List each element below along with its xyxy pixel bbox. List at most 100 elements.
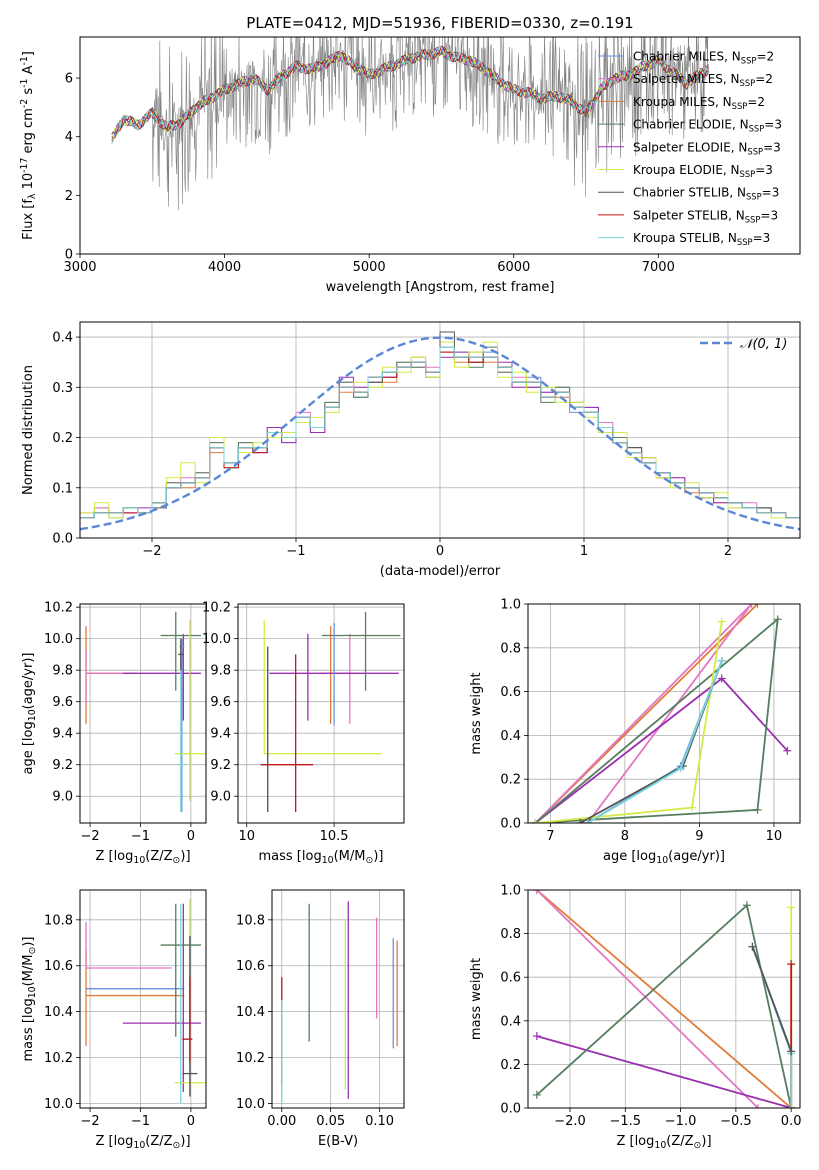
- x-axis-label: age [log10(age/yr)]: [603, 849, 725, 866]
- x-tick-label: 0: [187, 829, 195, 844]
- mass-vs-Z-panel: −2 −1 0 10.0 10.2 10.4 10.6 10.8 Z [log10(Z/Z⊙)]…: [21, 889, 207, 1151]
- y-tick-label: 0.4: [500, 1014, 521, 1029]
- y-tick-label: 10.4: [44, 1005, 73, 1020]
- legend-entry: Chabrier ELODIE, NSSP=3: [633, 118, 782, 134]
- y-tick-label: 0.2: [52, 431, 73, 446]
- age-vs-mass-panel: 10 10.5 9.0 9.2 9.4 9.6 9.8 10.0 10.2 mass [log10…: [202, 601, 405, 866]
- y-tick-label: 0.6: [500, 971, 521, 986]
- y-tick-label: 9.6: [52, 695, 73, 710]
- x-axis-label: (data-model)/error: [380, 564, 501, 579]
- x-tick-label: −1.0: [665, 1114, 697, 1129]
- y-tick-label: 9.2: [210, 758, 231, 773]
- legend-entry: Chabrier STELIB, NSSP=3: [633, 186, 779, 202]
- data-point-marker: [748, 942, 757, 951]
- y-axis-label: mass weight: [469, 958, 484, 1040]
- y-axis-label: mass [log10(M/M⊙)]: [21, 937, 38, 1062]
- axes-frame: [237, 603, 405, 824]
- y-tick-label: 2: [65, 189, 73, 204]
- y-tick-label: 10.8: [236, 913, 265, 928]
- legend-entry: 𝒩(0, 1): [740, 337, 787, 352]
- axes-frame: [79, 321, 801, 539]
- x-tick-label: −2.0: [554, 1114, 586, 1129]
- x-tick-label: 0.10: [365, 1114, 394, 1129]
- x-tick-label: 0.0: [781, 1114, 802, 1129]
- x-tick-label: 7000: [642, 260, 675, 275]
- legend-entry: Kroupa ELODIE, NSSP=3: [633, 163, 773, 179]
- data-point-marker: [773, 615, 782, 624]
- mass-vs-ebv-panel: 0.00 0.05 0.10 10.0 10.2 10.4 10.6 10.8 E(B-V): [236, 889, 405, 1149]
- x-axis-label: Z [log10(Z/Z⊙)]: [95, 1134, 190, 1151]
- axes-frame: [271, 889, 405, 1109]
- y-tick-label: 10.0: [236, 1097, 265, 1112]
- x-tick-label: 0: [436, 544, 444, 559]
- y-tick-label: 10.2: [202, 601, 231, 616]
- x-tick-label: −1.5: [610, 1114, 642, 1129]
- data-point-marker: [717, 674, 726, 683]
- data-point-marker: [742, 901, 751, 910]
- x-tick-label: 0.05: [316, 1114, 345, 1129]
- data-point-marker: [753, 604, 762, 608]
- y-tick-label: 9.4: [52, 727, 73, 742]
- x-tick-label: −1: [131, 829, 150, 844]
- x-tick-label: 4000: [208, 260, 241, 275]
- legend-entry: Kroupa STELIB, NSSP=3: [633, 231, 770, 247]
- data-point-marker: [753, 1104, 762, 1108]
- normal-reference-curve: [80, 336, 800, 531]
- x-tick-label: −1: [131, 1114, 150, 1129]
- mass-vs-ebv-plot-area: [281, 901, 398, 1104]
- y-tick-label: 1.0: [500, 598, 521, 613]
- weight-vs-Z-panel: −2.0 −1.5 −1.0 −0.5 0.0 0.0 0.2 0.4 0.6 0.8 1.0 Z […: [469, 884, 801, 1152]
- x-tick-label: 1: [580, 544, 588, 559]
- x-tick-label: 8: [621, 829, 629, 844]
- y-tick-label: 9.8: [52, 664, 73, 679]
- x-tick-label: −1: [286, 544, 305, 559]
- x-tick-label: 9: [695, 829, 703, 844]
- y-axis-label: mass weight: [469, 672, 484, 754]
- x-axis-label: mass [log10(M/M⊙)]: [259, 849, 384, 866]
- data-point-marker: [576, 819, 585, 823]
- data-point-marker: [583, 819, 592, 823]
- weight-series-line: [536, 890, 792, 1108]
- data-point-marker: [531, 819, 540, 823]
- weight-series-line: [534, 677, 788, 823]
- age-vs-Z-plot-area: [85, 611, 205, 812]
- y-tick-label: 10.0: [202, 632, 231, 647]
- y-tick-label: 0.4: [52, 331, 73, 346]
- axes-frame: [527, 603, 801, 824]
- x-tick-label: 0: [187, 1114, 195, 1129]
- y-tick-label: 0.8: [500, 641, 521, 656]
- axes-frame: [527, 889, 801, 1109]
- data-point-marker: [676, 764, 685, 773]
- y-axis-label: age [log10(age/yr)]: [21, 653, 38, 775]
- data-point-marker: [532, 1090, 541, 1099]
- figure-title: PLATE=0412, MJD=51936, FIBERID=0330, z=0…: [246, 14, 633, 32]
- y-tick-label: 10.0: [44, 632, 73, 647]
- weight-series-line: [536, 903, 793, 1108]
- y-tick-label: 0.0: [500, 1102, 521, 1117]
- data-point-marker: [787, 960, 796, 969]
- y-tick-label: 10.6: [44, 959, 73, 974]
- model-spectrum-line: [111, 45, 709, 144]
- axes-frame: [79, 889, 207, 1109]
- x-tick-label: −2: [80, 829, 99, 844]
- spectrum-panel: 3000 4000 5000 6000 7000 0 2 4 6 wavelength [Angs…: [19, 36, 801, 295]
- x-tick-label: −2: [80, 1114, 99, 1129]
- y-tick-label: 0.8: [500, 927, 521, 942]
- x-tick-label: 10: [766, 829, 783, 844]
- x-tick-label: 10.5: [320, 829, 349, 844]
- y-axis-label: Normed distribution: [21, 365, 36, 495]
- legend-entry: Salpeter MILES, NSSP=2: [633, 72, 773, 88]
- x-tick-label: −0.5: [720, 1114, 752, 1129]
- y-tick-label: 0: [65, 248, 73, 263]
- x-tick-label: 3000: [63, 260, 96, 275]
- legend-entry: Salpeter ELODIE, NSSP=3: [633, 140, 781, 156]
- x-tick-label: 0.00: [267, 1114, 296, 1129]
- legend-entry: Salpeter STELIB, NSSP=3: [633, 208, 778, 224]
- weight-vs-age-plot-area: [531, 604, 792, 823]
- y-tick-label: 9.6: [210, 695, 231, 710]
- data-point-marker: [753, 805, 762, 814]
- y-tick-label: 9.4: [210, 727, 231, 742]
- x-tick-label: 2: [724, 544, 732, 559]
- y-tick-label: 10.4: [236, 1005, 265, 1020]
